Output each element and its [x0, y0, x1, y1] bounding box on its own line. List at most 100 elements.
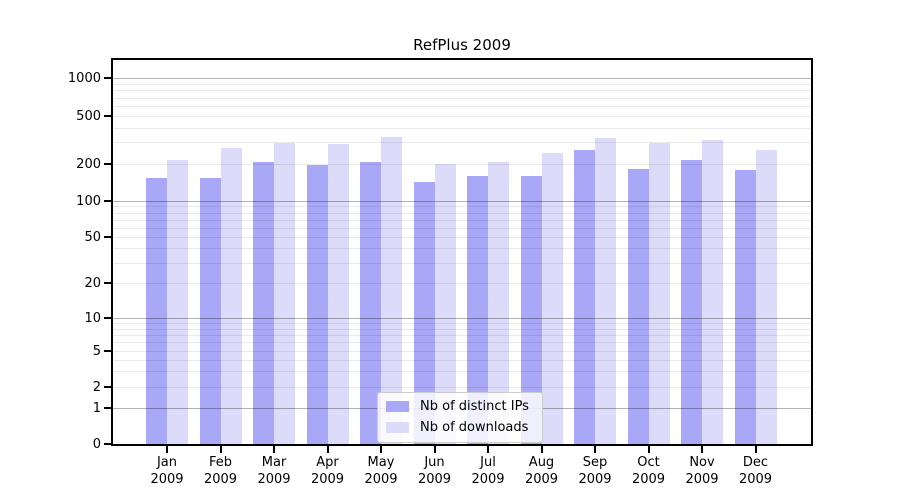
- gridline-40: [113, 248, 811, 250]
- x-tick-sep: [594, 446, 596, 453]
- gridline-500: [113, 116, 811, 117]
- x-tick-aug: [540, 446, 543, 453]
- gridline-300: [113, 142, 811, 144]
- x-tick-may: [380, 446, 382, 453]
- x-tick-label-dec: Dec 2009: [738, 455, 773, 487]
- y-tick-label-5: 5: [92, 344, 101, 359]
- y-tick-label-50: 50: [84, 230, 101, 245]
- gridline-1000: [113, 78, 811, 79]
- y-tick-100: [104, 200, 111, 202]
- bar-nb-of-downloads-dec: [755, 150, 777, 444]
- y-tick-label-100: 100: [76, 194, 101, 209]
- gridline-5: [113, 351, 811, 352]
- gridline-7: [113, 334, 811, 336]
- x-tick-jun: [433, 446, 436, 453]
- bar-nb-of-distinct-ips-jul: [467, 176, 488, 444]
- gridline-10: [113, 318, 811, 319]
- y-tick-label-2: 2: [92, 380, 101, 395]
- gridline-2: [113, 387, 811, 388]
- bar-nb-of-downloads-mar: [274, 143, 295, 444]
- x-tick-label-apr: Apr 2009: [310, 455, 345, 487]
- bar-nb-of-distinct-ips-feb: [199, 178, 221, 444]
- bar-nb-of-downloads-sep: [595, 137, 616, 444]
- y-tick-1000: [104, 77, 111, 79]
- x-tick-label-mar: Mar 2009: [257, 455, 291, 487]
- gridline-600: [113, 106, 811, 107]
- gridline-4: [113, 359, 811, 361]
- y-tick-label-10: 10: [84, 311, 101, 326]
- y-tick-label-200: 200: [76, 156, 101, 172]
- legend-entry-distinct-ips: Nb of distinct IPs: [386, 399, 529, 414]
- x-tick-label-may: May 2009: [364, 455, 398, 487]
- y-tick-label-20: 20: [84, 276, 101, 291]
- bar-nb-of-downloads-aug: [541, 153, 563, 444]
- x-tick-label-sep: Sep 2009: [578, 455, 612, 487]
- x-tick-jan: [166, 446, 168, 453]
- x-tick-nov: [701, 446, 703, 453]
- legend: Nb of distinct IPs Nb of downloads: [377, 392, 543, 443]
- bar-nb-of-distinct-ips-aug: [520, 175, 542, 444]
- gridline-60: [113, 227, 811, 229]
- bar-nb-of-distinct-ips-oct: [627, 169, 649, 444]
- legend-swatch-distinct-ips: [386, 401, 409, 412]
- bar-nb-of-downloads-jul: [488, 162, 509, 444]
- plot-area: 0 1 2 5 10 20 50 100 200 500 1000 Jan 2009 Feb 2009 Mar…: [68, 58, 813, 487]
- bar-nb-of-downloads-jun: [434, 164, 456, 444]
- gridline-70: [113, 219, 811, 221]
- legend-entry-downloads: Nb of downloads: [386, 420, 529, 435]
- y-tick-0: [104, 443, 111, 445]
- y-tick-10: [104, 317, 111, 319]
- gridline-50: [113, 237, 811, 238]
- y-tick-label-1: 1: [92, 401, 101, 416]
- bar-nb-of-distinct-ips-may: [360, 161, 381, 444]
- gridline-700: [113, 97, 811, 99]
- y-tick-label-1000: 1000: [67, 71, 101, 86]
- x-tick-jul: [487, 446, 489, 453]
- y-tick-50: [104, 236, 111, 238]
- bar-nb-of-distinct-ips-apr: [306, 164, 328, 444]
- gridline-30: [113, 262, 811, 264]
- y-tick-5: [104, 350, 111, 352]
- gridline-3: [113, 371, 811, 373]
- gridline-6: [113, 342, 811, 344]
- x-tick-label-jan: Jan 2009: [150, 455, 184, 487]
- gridline-400: [113, 127, 811, 129]
- legend-swatch-downloads: [386, 422, 409, 433]
- y-tick-label-500: 500: [76, 109, 101, 124]
- y-tick-500: [104, 115, 111, 117]
- gridline-100: [113, 201, 811, 202]
- y-tick-20: [104, 282, 111, 284]
- y-tick-2: [104, 386, 111, 388]
- y-tick-200: [104, 162, 111, 165]
- x-tick-dec: [754, 446, 757, 453]
- legend-label-downloads: Nb of downloads: [420, 420, 529, 435]
- gridline-20: [113, 283, 811, 284]
- bar-nb-of-distinct-ips-nov: [681, 159, 702, 444]
- x-tick-label-jul: Jul 2009: [471, 455, 505, 487]
- bar-nb-of-downloads-apr: [327, 144, 349, 444]
- x-tick-label-oct: Oct 2009: [631, 455, 666, 487]
- x-tick-label-aug: Aug 2009: [524, 455, 559, 487]
- gridline-80: [113, 212, 811, 214]
- bar-nb-of-distinct-ips-sep: [574, 150, 595, 444]
- bar-nb-of-downloads-oct: [648, 143, 670, 444]
- x-tick-label-jun: Jun 2009: [417, 455, 452, 487]
- bar-nb-of-distinct-ips-mar: [253, 162, 274, 444]
- bar-nb-of-distinct-ips-jan: [146, 178, 167, 444]
- x-tick-label-nov: Nov 2009: [685, 455, 719, 487]
- legend-label-distinct-ips: Nb of distinct IPs: [420, 399, 529, 414]
- x-tick-oct: [647, 446, 650, 453]
- gridline-9: [113, 323, 811, 325]
- gridline-8: [113, 328, 811, 330]
- y-tick-label-0: 0: [92, 437, 101, 452]
- gridline-90: [113, 206, 811, 208]
- gridline-900: [113, 83, 811, 85]
- gridline-800: [113, 90, 811, 92]
- chart-title: RefPlus 2009: [413, 36, 511, 54]
- bar-nb-of-distinct-ips-jun: [413, 181, 435, 444]
- y-tick-1: [104, 407, 111, 409]
- bar-nb-of-distinct-ips-dec: [734, 169, 756, 444]
- gridline-200: [113, 163, 811, 165]
- bar-nb-of-downloads-feb: [220, 147, 242, 444]
